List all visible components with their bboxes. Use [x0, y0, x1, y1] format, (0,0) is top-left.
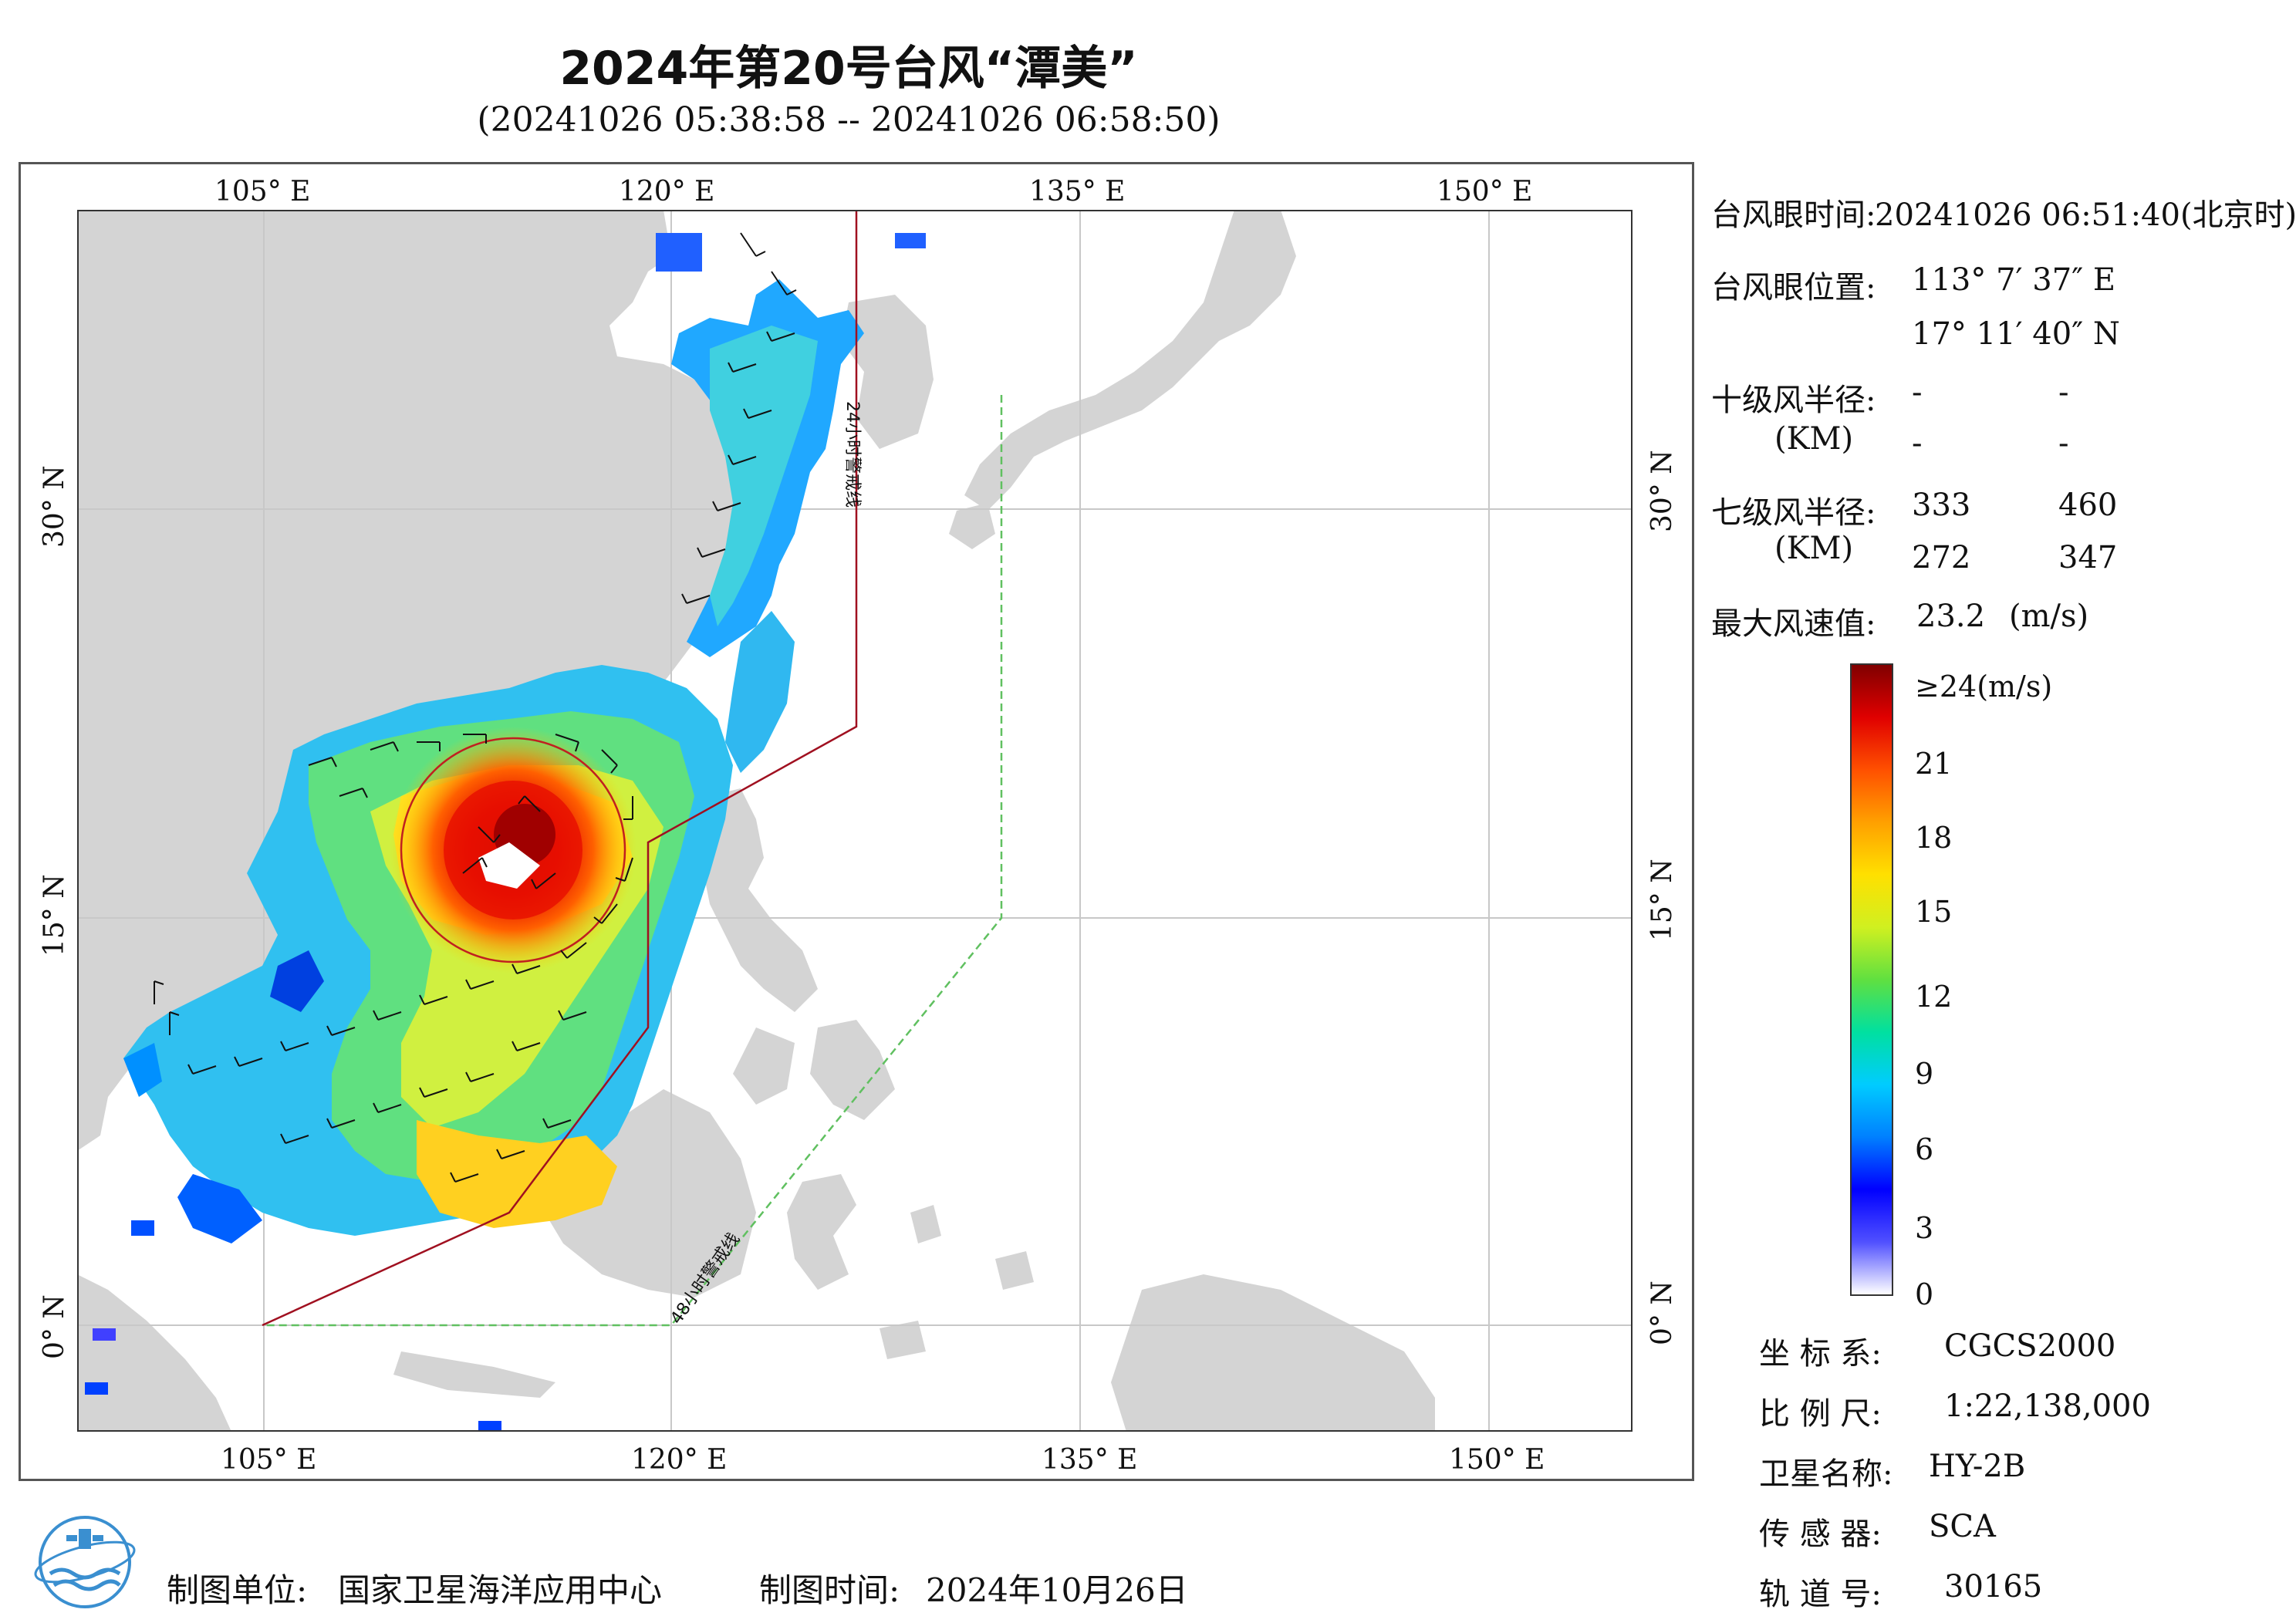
wind-barbs	[154, 232, 797, 1183]
crs-label: 坐 标 系:	[1759, 1336, 1882, 1372]
wind-swath	[85, 233, 926, 1432]
lon-label-top-120: 120° E	[619, 176, 715, 208]
radius-10-label: 十级风半径:	[1711, 383, 1876, 418]
map-border	[77, 210, 1633, 1432]
map-date-label: 制图时间:	[759, 1571, 900, 1609]
colorbar-tick-6: 6	[1915, 1132, 1934, 1166]
producer-label: 制图单位:	[167, 1571, 308, 1609]
satellite-value: HY-2B	[1929, 1449, 2026, 1484]
radius-10-value-1: -	[1912, 375, 1923, 410]
producer-value: 国家卫星海洋应用中心	[338, 1571, 663, 1609]
lat-label-left-0: 0° N	[39, 1294, 70, 1359]
radius-10-unit: (KM)	[1774, 421, 1854, 457]
lon-label-top-135: 135° E	[1029, 176, 1126, 208]
radius-7-unit: (KM)	[1774, 531, 1854, 566]
scale-value: 1:22,138,000	[1944, 1388, 2151, 1424]
radius-7-value-4: 347	[2058, 540, 2118, 575]
scale-label: 比 例 尺:	[1759, 1396, 1882, 1432]
lon-label-top-105: 105° E	[214, 176, 311, 208]
wind-field-map: 24小时警戒线 48小时警戒线	[77, 210, 1633, 1432]
max-wind-unit: (m/s)	[2009, 599, 2089, 634]
land	[77, 210, 1435, 1432]
radius-7-value-2: 460	[2058, 488, 2118, 523]
radius-10-value-4: -	[2058, 426, 2069, 461]
lon-label-bottom-120: 120° E	[631, 1444, 728, 1476]
eye-longitude: 113° 7′ 37″ E	[1912, 262, 2116, 298]
lon-label-top-150: 150° E	[1437, 176, 1533, 208]
crs-value: CGCS2000	[1944, 1328, 2116, 1364]
max-wind-label: 最大风速值:	[1711, 606, 1876, 642]
lat-label-right-30: 30° N	[1646, 450, 1678, 532]
radius-7-label: 七级风半径:	[1711, 495, 1876, 531]
lon-label-bottom-135: 135° E	[1042, 1444, 1138, 1476]
colorbar-tick-12: 12	[1915, 980, 1953, 1014]
sensor-label: 传 感 器:	[1759, 1517, 1882, 1552]
eye-position-label: 台风眼位置:	[1711, 270, 1876, 305]
nsoas-logo-icon	[34, 1516, 136, 1608]
colorbar-tick-24: ≥24(m/s)	[1915, 670, 2053, 704]
lat-label-left-15: 15° N	[39, 874, 70, 957]
colorbar-tick-9: 9	[1915, 1057, 1934, 1091]
warning-line-48h	[262, 395, 1003, 1327]
max-wind-value: 23.2	[1916, 599, 1986, 634]
warning-label-24h: 24小时警戒线	[842, 401, 862, 508]
wind-speed-colorbar	[1850, 663, 1893, 1296]
radius-10-value-3: -	[1912, 426, 1923, 461]
lon-label-bottom-105: 105° E	[221, 1444, 317, 1476]
warning-line-24h	[262, 210, 858, 1327]
lat-label-left-30: 30° N	[39, 465, 70, 548]
lat-label-right-15: 15° N	[1646, 859, 1678, 941]
colorbar-tick-18: 18	[1915, 821, 1953, 855]
map-frame	[19, 162, 1694, 1481]
radius-10-value-2: -	[2058, 375, 2069, 410]
satellite-label: 卫星名称:	[1759, 1456, 1893, 1492]
wind-radius-circle	[400, 737, 626, 963]
colorbar-tick-0: 0	[1915, 1277, 1934, 1311]
sensor-value: SCA	[1929, 1509, 1996, 1544]
map-date-value: 2024年10月26日	[926, 1571, 1188, 1609]
eye-time-value: 20241026 06:51:40(北京时)	[1875, 197, 2296, 233]
eye-latitude: 17° 11′ 40″ N	[1912, 316, 2120, 352]
lon-label-bottom-150: 150° E	[1449, 1444, 1545, 1476]
orbit-value: 30165	[1944, 1569, 2043, 1604]
colorbar-tick-3: 3	[1915, 1211, 1934, 1245]
eye-time-label: 台风眼时间:	[1711, 197, 1876, 233]
colorbar-tick-15: 15	[1915, 895, 1953, 929]
orbit-label: 轨 道 号:	[1759, 1577, 1882, 1612]
colorbar-tick-21: 21	[1915, 747, 1953, 781]
map-title: 2024年第20号台风“潭美”	[559, 42, 1138, 96]
lat-label-right-0: 0° N	[1646, 1281, 1678, 1345]
map-subtitle: (20241026 05:38:58 -- 20241026 06:58:50)	[477, 100, 1221, 140]
radius-7-value-3: 272	[1912, 540, 1971, 575]
radius-7-value-1: 333	[1912, 488, 1971, 523]
